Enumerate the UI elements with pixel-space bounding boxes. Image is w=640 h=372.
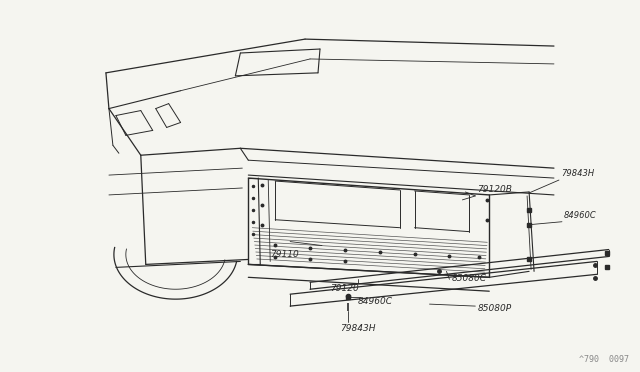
- Text: 84960C: 84960C: [564, 211, 596, 220]
- Text: ^790  0097: ^790 0097: [579, 355, 628, 364]
- Text: 79120: 79120: [330, 284, 358, 293]
- Text: 79843H: 79843H: [340, 324, 376, 333]
- Text: 85080P: 85080P: [477, 304, 511, 313]
- Text: 79110: 79110: [270, 250, 299, 259]
- Text: 79843H: 79843H: [561, 169, 594, 178]
- Text: 79120B: 79120B: [477, 185, 512, 194]
- Text: 85080C: 85080C: [451, 274, 486, 283]
- Text: 84960C: 84960C: [358, 297, 393, 306]
